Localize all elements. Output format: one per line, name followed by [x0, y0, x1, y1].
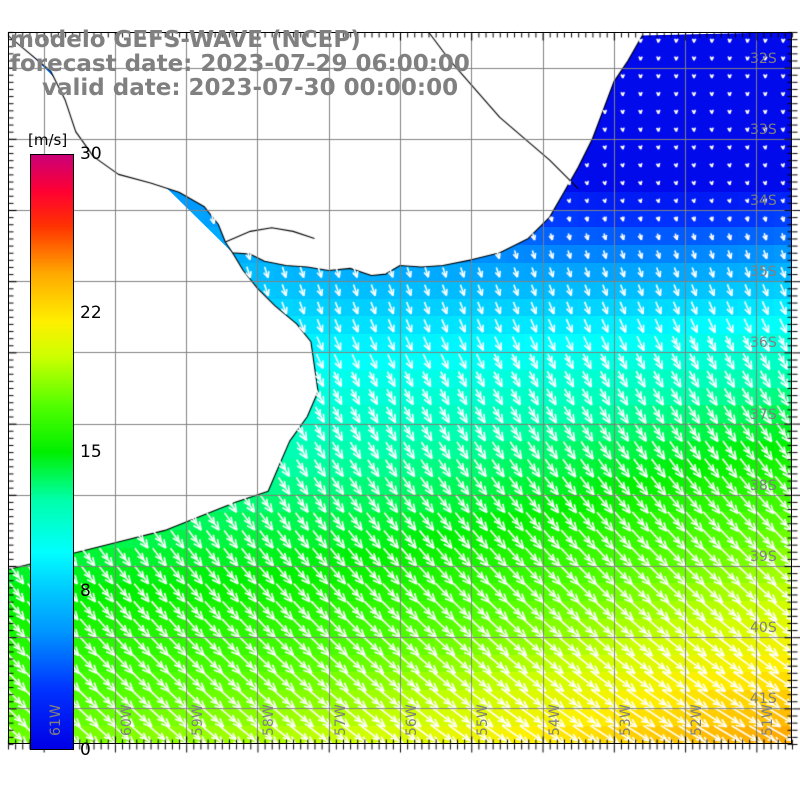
latitude-label-39S: 39S: [750, 549, 777, 565]
longitude-label-58W: 58W: [261, 704, 278, 736]
latitude-label-36S: 36S: [750, 335, 777, 352]
longitude-label-61W: 61W: [47, 704, 64, 736]
title-model: modelo GEFS-WAVE (NCEP): [10, 27, 361, 53]
title-forecast-date: forecast date: 2023-07-29 06:00:00: [10, 51, 470, 77]
longitude-label-51W: 51W: [760, 704, 777, 736]
longitude-label-52W: 52W: [689, 704, 706, 736]
latitude-label-41S: 41S: [750, 691, 777, 708]
longitude-label-59W: 59W: [190, 704, 207, 736]
longitude-label-57W: 57W: [332, 704, 349, 736]
longitude-label-55W: 55W: [475, 704, 492, 736]
latitude-label-33S: 33S: [750, 121, 777, 138]
longitude-label-60W: 60W: [118, 704, 135, 736]
latitude-label-32S: 32S: [750, 50, 777, 67]
longitude-label-54W: 54W: [546, 704, 563, 736]
colorbar-tick-30: 30: [80, 144, 102, 164]
longitude-label-53W: 53W: [617, 704, 634, 736]
latitude-label-34S: 34S: [750, 193, 777, 209]
longitude-label-56W: 56W: [404, 704, 420, 736]
latitude-label-38S: 38S: [750, 477, 777, 494]
colorbar-gradient: [30, 154, 74, 750]
colorbar: [30, 154, 74, 750]
colorbar-tick-15: 15: [80, 442, 102, 462]
title-valid-date: valid date: 2023-07-30 00:00:00: [42, 75, 459, 101]
latitude-label-40S: 40S: [750, 620, 777, 637]
latitude-label-37S: 37S: [750, 406, 777, 423]
colorbar-unit-label: [m/s]: [28, 131, 68, 149]
latitude-label-35S: 35S: [750, 264, 777, 281]
colorbar-tick-22: 22: [80, 302, 102, 323]
colorbar-tick-0: 0: [80, 740, 91, 760]
graticule-gridlines: [8, 32, 792, 744]
map-plot-area: [8, 32, 792, 744]
colorbar-tick-8: 8: [80, 581, 91, 602]
